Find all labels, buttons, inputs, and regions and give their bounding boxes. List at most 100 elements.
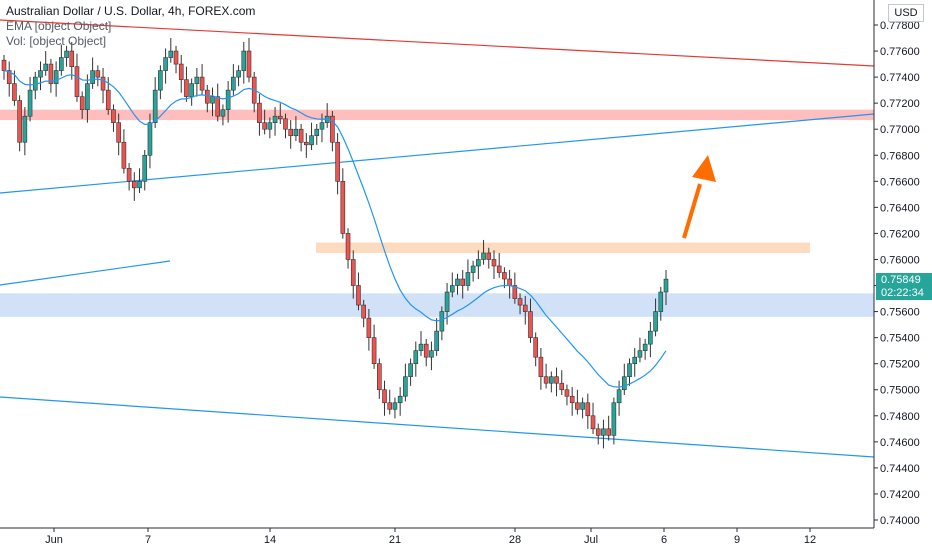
candle-body: [444, 291, 450, 312]
price-tick-label: 0.76800: [880, 150, 920, 162]
candle-body: [236, 70, 241, 78]
candle-body: [1, 59, 7, 71]
candle-body: [590, 415, 596, 430]
arrow-head: [692, 155, 716, 182]
time-tick-label: 21: [389, 534, 401, 546]
last-price-value: 0.75849: [881, 274, 921, 286]
candle-body: [595, 428, 601, 436]
price-tick-label: 0.77800: [880, 20, 920, 32]
volume-legend[interactable]: Vol: [object Object]: [6, 34, 107, 48]
candle-body: [491, 259, 497, 267]
candle-body: [653, 311, 658, 332]
candle-body: [507, 278, 512, 286]
candle-body: [59, 57, 64, 71]
candle-body: [309, 135, 314, 146]
candle-body: [231, 76, 236, 91]
candle-body: [371, 337, 377, 364]
candle-body: [288, 128, 293, 137]
candle-body: [184, 79, 189, 97]
candle-body: [314, 128, 320, 137]
candle-body: [601, 428, 606, 436]
price-tick-label: 0.75200: [880, 359, 920, 371]
candle-body: [48, 63, 54, 84]
candle-body: [429, 350, 434, 358]
candle-body: [455, 278, 460, 286]
candle-body: [627, 363, 632, 378]
price-tick-label: 0.75400: [880, 333, 920, 345]
time-tick-label: 9: [734, 534, 740, 546]
candle-body: [293, 128, 299, 137]
candle-body: [533, 337, 538, 358]
candle-body: [116, 122, 121, 143]
candle-body: [512, 285, 518, 299]
candle-body: [204, 89, 210, 104]
zone-support-blue: [0, 293, 874, 317]
candle-body: [304, 141, 309, 146]
candle-body: [121, 141, 127, 169]
candle-body: [241, 50, 247, 71]
last-price-tag: 0.75849 02:22:34: [876, 273, 932, 300]
candle-body: [528, 311, 533, 338]
time-tick-label: 28: [509, 534, 521, 546]
candle-body: [460, 278, 466, 286]
candle-body: [496, 265, 502, 273]
candle-body: [74, 66, 80, 97]
candle-body: [549, 376, 554, 384]
candle-body: [575, 402, 580, 410]
candle-body: [439, 311, 445, 332]
time-tick-label: Jun: [45, 534, 63, 546]
candle-body: [53, 70, 59, 84]
price-tick-label: 0.75600: [880, 307, 920, 319]
candle-body: [163, 57, 168, 71]
candle-body: [366, 317, 372, 338]
time-tick-label: 7: [145, 534, 151, 546]
candle-body: [340, 181, 346, 234]
zone-resistance-orange: [316, 242, 810, 253]
candle-body: [168, 50, 174, 58]
candle-body: [90, 70, 95, 84]
symbol-title[interactable]: Australian Dollar / U.S. Dollar, 4h, FOR…: [6, 4, 256, 18]
candle-body: [69, 50, 75, 67]
price-tick-label: 0.74200: [880, 489, 920, 501]
currency-label[interactable]: USD: [888, 4, 924, 22]
candle-body: [298, 128, 304, 143]
candle-body: [564, 389, 570, 397]
candle-body: [658, 291, 664, 312]
candle-body: [199, 76, 205, 91]
candle-body: [377, 363, 382, 391]
candle-body: [194, 76, 200, 84]
candle-body: [100, 76, 106, 91]
candle-body: [387, 402, 393, 410]
candle-body: [173, 50, 179, 65]
candle-body: [418, 343, 424, 351]
candle-body: [663, 278, 669, 293]
candle-body: [267, 122, 273, 130]
candle-body: [27, 89, 33, 117]
candle-body: [283, 118, 288, 130]
price-tick-label: 0.74400: [880, 463, 920, 475]
price-tick-label: 0.77200: [880, 98, 920, 110]
candle-body: [580, 402, 585, 410]
ema-line: [3, 70, 667, 388]
candle-body: [632, 356, 638, 364]
candle-body: [330, 115, 335, 143]
candle-body: [356, 285, 361, 306]
ema-legend[interactable]: EMA [object Object]: [6, 19, 112, 33]
candle-body: [335, 141, 340, 182]
candle-body: [648, 330, 653, 345]
candle-body: [319, 122, 325, 130]
time-tick-label: 12: [804, 534, 816, 546]
price-tick-label: 0.77600: [880, 46, 920, 58]
candle-body: [543, 376, 549, 384]
candle-body: [517, 298, 523, 306]
price-tick-label: 0.74000: [880, 515, 920, 527]
candle-body: [621, 376, 627, 391]
zone-resistance-red: [0, 109, 874, 121]
candle-body: [178, 63, 184, 81]
candle-body: [277, 115, 283, 120]
candle-body: [215, 96, 221, 117]
candle-body: [486, 252, 492, 260]
candle-body: [408, 363, 413, 378]
candle-body: [17, 100, 22, 143]
